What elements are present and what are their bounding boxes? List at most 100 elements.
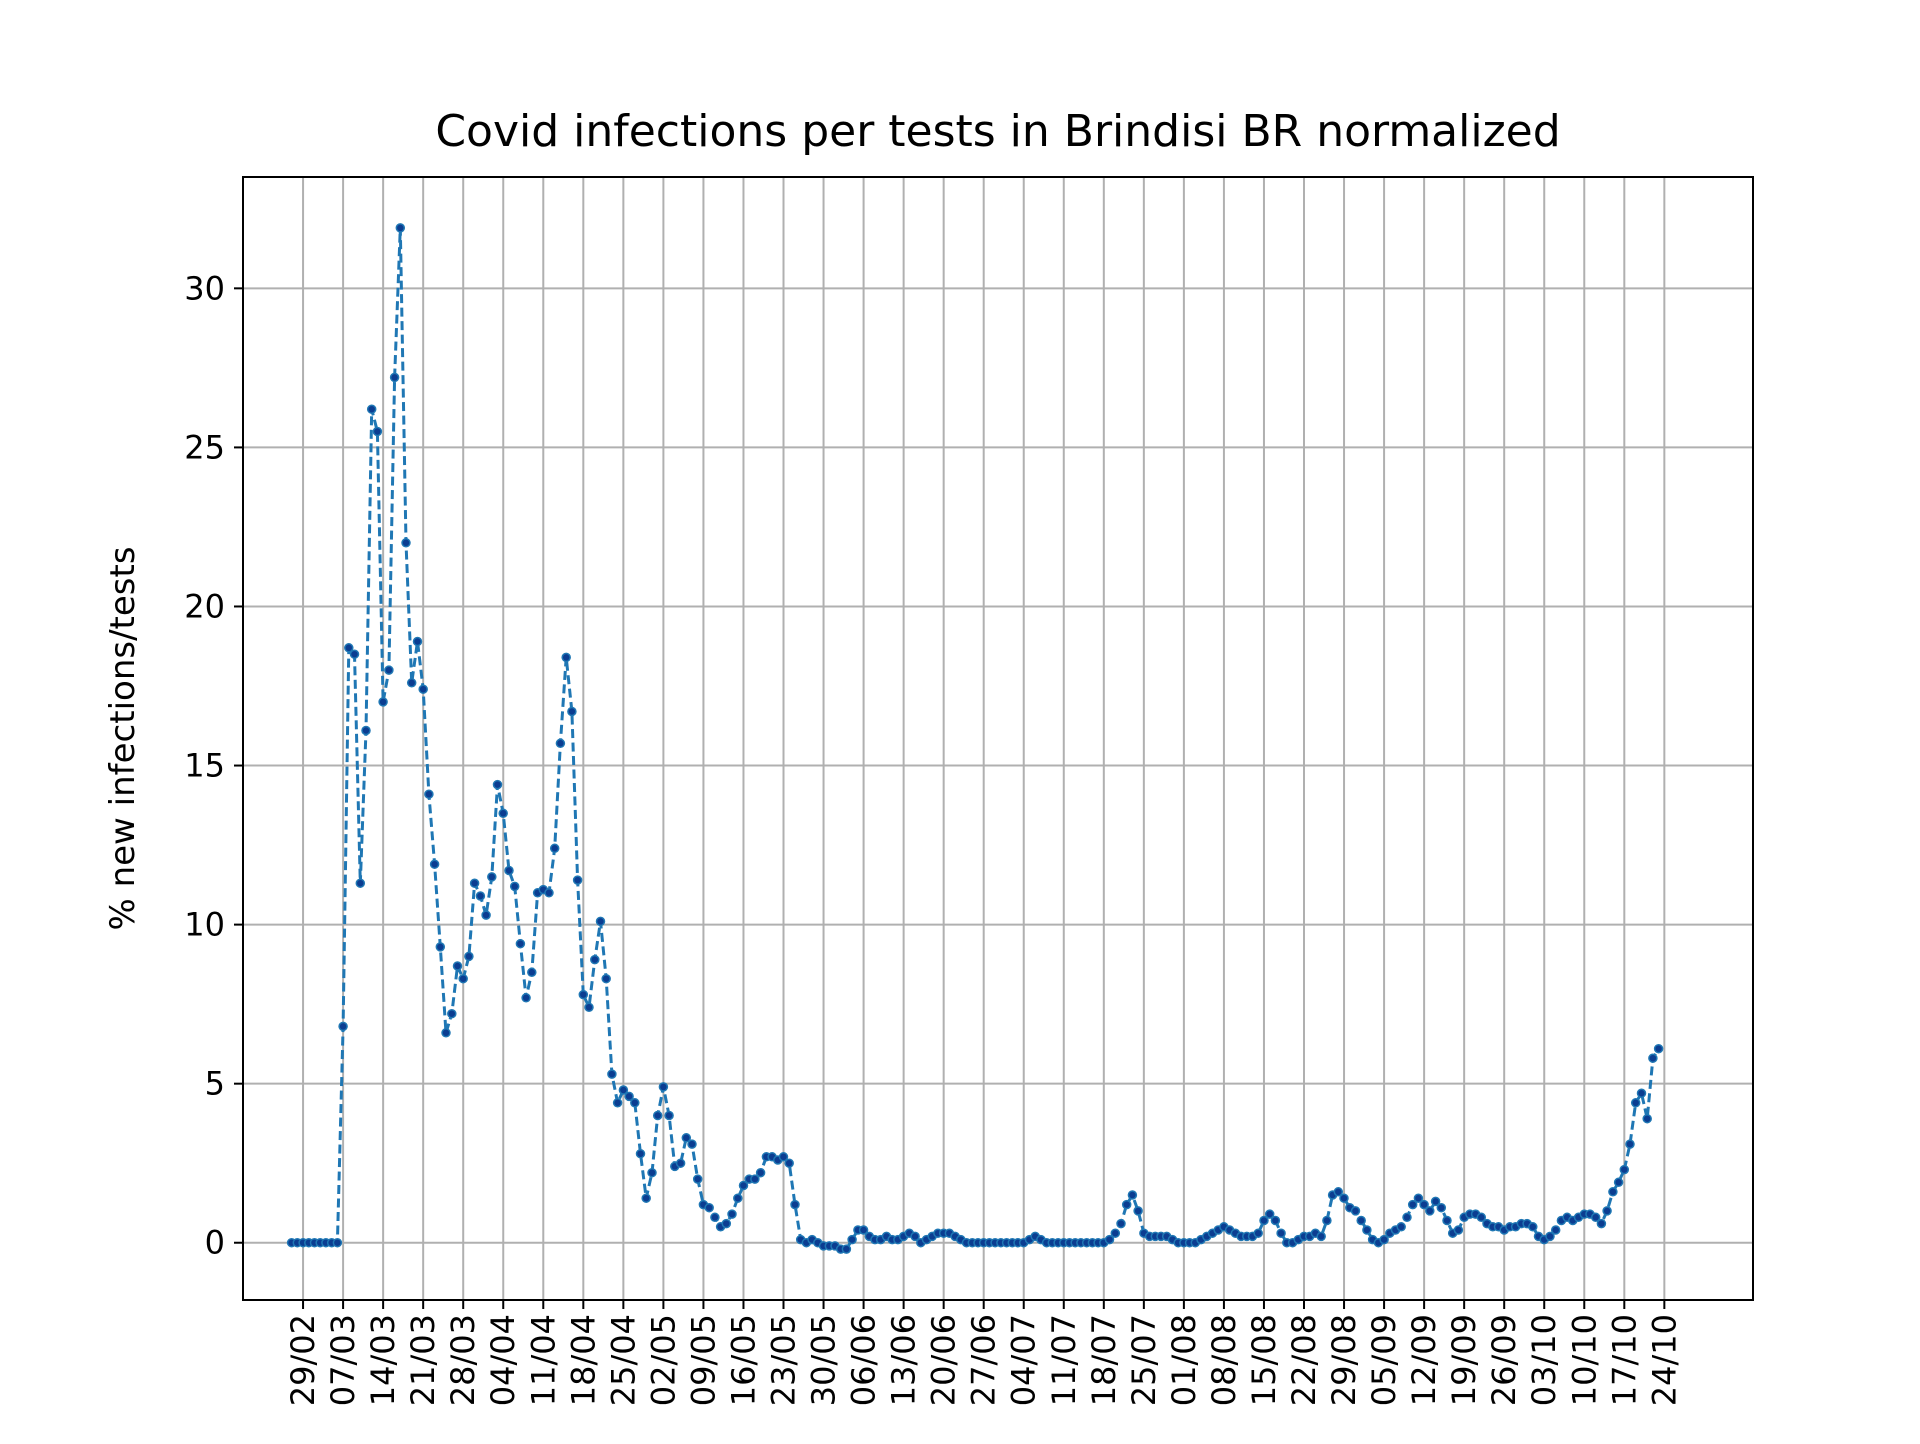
- data-point: [687, 1139, 697, 1149]
- x-tick-label: 15/08: [1245, 1314, 1283, 1406]
- data-point: [710, 1212, 720, 1223]
- data-point: [349, 649, 360, 659]
- data-point: [378, 697, 388, 707]
- x-tick-label: 17/10: [1605, 1314, 1643, 1406]
- data-point: [584, 1002, 594, 1013]
- data-point: [1402, 1212, 1412, 1223]
- data-point: [1419, 1199, 1429, 1210]
- data-point: [1453, 1225, 1464, 1235]
- data-point: [418, 684, 428, 694]
- x-tick-label: 26/09: [1485, 1314, 1523, 1406]
- x-tick-label: 03/10: [1525, 1314, 1563, 1406]
- data-point: [624, 1091, 634, 1102]
- data-point: [784, 1158, 794, 1168]
- data-point: [429, 859, 440, 869]
- x-tick-label: 11/04: [524, 1314, 562, 1406]
- x-tick-label: 29/08: [1325, 1314, 1363, 1406]
- data-point: [361, 725, 371, 736]
- data-point: [561, 652, 571, 663]
- data-point: [1110, 1228, 1121, 1238]
- data-point: [366, 404, 377, 414]
- data-point: [464, 951, 474, 962]
- data-point: [401, 538, 411, 548]
- data-point: [567, 706, 577, 717]
- x-tick-label: 18/04: [564, 1314, 602, 1406]
- y-tick-label: 5: [205, 1065, 225, 1103]
- data-point: [384, 665, 394, 675]
- data-point: [1316, 1231, 1326, 1242]
- x-tick-label: 07/03: [324, 1314, 362, 1406]
- data-point: [635, 1148, 646, 1159]
- x-tick-label: 25/07: [1125, 1314, 1163, 1406]
- data-point: [447, 1008, 457, 1019]
- data-point: [607, 1069, 617, 1079]
- x-tick-label: 06/06: [845, 1314, 883, 1406]
- data-point: [1630, 1098, 1641, 1108]
- data-point: [338, 1021, 348, 1032]
- data-point: [527, 967, 537, 978]
- data-point: [509, 881, 520, 892]
- data-point: [1545, 1231, 1555, 1242]
- data-point: [555, 738, 566, 749]
- data-point: [1121, 1199, 1132, 1210]
- data-point: [664, 1110, 674, 1121]
- data-point: [498, 808, 508, 819]
- data-point: [1339, 1193, 1349, 1203]
- data-point: [1356, 1215, 1366, 1226]
- data-point: [452, 961, 463, 971]
- x-tick-label: 27/06: [965, 1314, 1003, 1406]
- data-point: [858, 1225, 869, 1235]
- data-point: [847, 1234, 857, 1245]
- data-point: [344, 643, 354, 653]
- data-point: [549, 843, 560, 854]
- x-tick-label: 21/03: [404, 1314, 442, 1406]
- data-point: [750, 1174, 760, 1184]
- data-point: [1127, 1190, 1138, 1200]
- x-tick-label: 04/04: [484, 1314, 522, 1406]
- y-tick-label: 30: [184, 269, 225, 307]
- data-point: [658, 1082, 669, 1092]
- x-tick-label: 19/09: [1445, 1314, 1483, 1406]
- data-point: [1322, 1215, 1332, 1226]
- y-tick-label: 0: [205, 1224, 225, 1262]
- data-point: [1636, 1088, 1647, 1098]
- data-point: [910, 1231, 920, 1242]
- data-point: [389, 372, 400, 383]
- data-point: [1436, 1202, 1447, 1213]
- data-point: [1528, 1222, 1538, 1232]
- data-point: [652, 1110, 663, 1121]
- data-point: [544, 888, 554, 898]
- data-point: [738, 1180, 749, 1191]
- data-point: [487, 872, 497, 882]
- data-point: [1596, 1218, 1607, 1229]
- data-point: [1642, 1113, 1652, 1124]
- data-point: [1608, 1187, 1618, 1197]
- x-tick-label: 22/08: [1285, 1314, 1323, 1406]
- x-tick-label: 28/03: [444, 1314, 482, 1406]
- data-point: [1425, 1206, 1435, 1216]
- x-tick-label: 10/10: [1565, 1314, 1603, 1406]
- data-point: [1476, 1212, 1487, 1223]
- data-point: [721, 1218, 732, 1229]
- data-point: [630, 1098, 640, 1108]
- data-point: [1613, 1177, 1624, 1188]
- data-point: [1413, 1193, 1424, 1203]
- data-point: [475, 891, 486, 901]
- data-point: [481, 910, 491, 920]
- x-tick-label: 12/09: [1405, 1314, 1443, 1406]
- x-tick-label: 11/07: [1045, 1314, 1083, 1406]
- data-point: [1442, 1215, 1452, 1226]
- y-tick-label: 25: [184, 428, 225, 466]
- data-point: [578, 989, 589, 1000]
- data-point: [1350, 1206, 1361, 1216]
- data-point: [590, 954, 600, 965]
- chart-title: Covid infections per tests in Brindisi B…: [435, 106, 1560, 157]
- x-tick-label: 02/05: [644, 1314, 682, 1406]
- grid: [243, 177, 1753, 1300]
- data-point: [521, 993, 531, 1003]
- data-point: [1653, 1043, 1664, 1054]
- data-point: [1259, 1215, 1269, 1226]
- y-tick-label: 15: [184, 747, 225, 785]
